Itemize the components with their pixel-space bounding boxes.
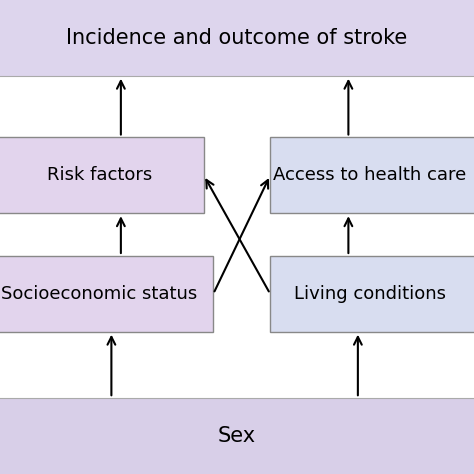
- Text: Access to health care: Access to health care: [273, 166, 466, 184]
- FancyBboxPatch shape: [0, 398, 474, 474]
- Text: Sex: Sex: [218, 426, 256, 446]
- Text: Socioeconomic status: Socioeconomic status: [1, 285, 198, 303]
- Text: Incidence and outcome of stroke: Incidence and outcome of stroke: [66, 28, 408, 48]
- FancyBboxPatch shape: [0, 256, 213, 332]
- FancyBboxPatch shape: [270, 137, 474, 213]
- Text: Risk factors: Risk factors: [47, 166, 152, 184]
- FancyBboxPatch shape: [0, 137, 204, 213]
- FancyBboxPatch shape: [270, 256, 474, 332]
- Text: Living conditions: Living conditions: [294, 285, 446, 303]
- FancyBboxPatch shape: [0, 0, 474, 76]
